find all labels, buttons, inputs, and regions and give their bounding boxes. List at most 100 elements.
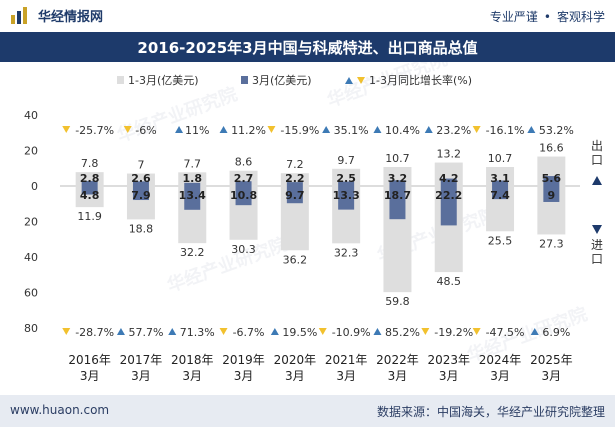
x-tick-label-month: 3月 <box>182 369 202 383</box>
growth-import-text: -6.7% <box>233 326 265 339</box>
growth-export: -25.7% <box>62 124 114 137</box>
bar-monthly-export <box>235 181 252 186</box>
x-tick-label-year: 2023年 <box>427 353 470 367</box>
growth-import-text: 85.2% <box>385 326 420 339</box>
y-tick-label: 80 <box>24 322 38 335</box>
chart-area: 1-3月(亿美元) 3月(亿美元) 1-3月同比增长率(%) 华经产业研究院华经… <box>24 62 603 383</box>
growth-import: 19.5% <box>270 326 317 339</box>
up-arrow-icon <box>373 328 382 335</box>
legend-monthly-swatch <box>241 76 248 84</box>
logo[interactable]: 华经情报网 <box>10 5 103 25</box>
label-monthly-import: 7.4 <box>490 189 510 202</box>
label-monthly-import: 4.8 <box>80 189 100 202</box>
growth-export-text: 35.1% <box>334 124 369 137</box>
bar-monthly-import <box>184 186 201 210</box>
legend-cumulative-label: 1-3月(亿美元) <box>128 74 199 87</box>
label-cumulative-export: 13.2 <box>437 148 462 161</box>
growth-export-text: -6% <box>135 124 156 137</box>
x-tick-label-year: 2022年 <box>376 353 419 367</box>
label-monthly-export: 2.2 <box>285 172 305 185</box>
growth-export: -6% <box>123 124 157 137</box>
import-label: 进口 <box>591 238 603 266</box>
legend-down-arrow-icon <box>357 77 365 84</box>
growth-export-text: 23.2% <box>436 124 471 137</box>
watermark-text: 华经产业研究院 <box>114 83 240 147</box>
x-tick-label-month: 3月 <box>234 369 254 383</box>
label-cumulative-import: 59.8 <box>385 295 410 308</box>
up-arrow-icon <box>530 328 539 335</box>
label-monthly-import: 7.9 <box>131 189 151 202</box>
x-tick-label-year: 2020年 <box>274 353 317 367</box>
legend-cumulative-swatch <box>117 76 124 84</box>
x-tick-label-month: 3月 <box>285 369 305 383</box>
label-cumulative-import: 18.8 <box>129 222 154 235</box>
x-tick-label-year: 2016年 <box>68 353 111 367</box>
tagline: 专业严谨 • 客观科学 <box>490 8 605 25</box>
label-monthly-import: 22.2 <box>435 189 462 202</box>
bar-monthly-import <box>235 186 252 206</box>
growth-export: 11% <box>175 124 209 137</box>
growth-import: -47.5% <box>472 326 525 339</box>
down-arrow-icon <box>219 328 228 335</box>
bar-monthly-export <box>338 181 355 186</box>
growth-import-text: -10.9% <box>332 326 371 339</box>
bar-monthly-export <box>440 178 457 186</box>
up-arrow-icon <box>116 328 125 335</box>
x-tick-label-month: 3月 <box>80 369 100 383</box>
growth-import-text: 19.5% <box>282 326 317 339</box>
label-monthly-import: 13.3 <box>333 189 360 202</box>
legend-monthly-label: 3月(亿美元) <box>252 74 312 87</box>
growth-import-text: -47.5% <box>486 326 525 339</box>
label-monthly-export: 2.5 <box>336 172 356 185</box>
growth-import-text: 6.9% <box>542 326 570 339</box>
growth-import: -19.2% <box>421 326 473 339</box>
bar-monthly-export <box>184 182 201 186</box>
label-cumulative-import: 30.3 <box>231 243 256 256</box>
label-cumulative-export: 7.8 <box>81 157 99 170</box>
y-tick-label: 20 <box>24 145 38 158</box>
growth-export-text: 53.2% <box>539 124 574 137</box>
growth-export: 10.4% <box>373 124 420 137</box>
growth-export: 53.2% <box>527 124 574 137</box>
growth-export: 23.2% <box>424 124 471 137</box>
down-arrow-icon <box>62 126 71 133</box>
bar-monthly-import <box>543 186 560 202</box>
bar-monthly-import <box>286 186 303 204</box>
x-tick-label-year: 2024年 <box>479 353 522 367</box>
label-cumulative-import: 32.3 <box>334 246 359 259</box>
footer-site-link[interactable]: www.huaon.com <box>10 403 110 417</box>
bar-cumulative-export <box>178 172 207 186</box>
label-monthly-import: 10.8 <box>230 189 257 202</box>
label-cumulative-import: 27.3 <box>539 237 564 250</box>
down-arrow-icon <box>62 328 71 335</box>
label-cumulative-import: 32.2 <box>180 246 205 259</box>
footer: www.huaon.com 数据来源：中国海关，华经产业研究院整理 <box>0 395 615 427</box>
label-monthly-import: 18.7 <box>384 189 411 202</box>
bar-monthly-export <box>132 181 149 186</box>
growth-export-text: -16.1% <box>486 124 525 137</box>
logo-icon <box>11 7 27 24</box>
label-cumulative-import: 36.2 <box>283 253 308 266</box>
label-monthly-import: 9.7 <box>285 189 305 202</box>
logo-text: 华经情报网 <box>38 9 104 25</box>
growth-import: 85.2% <box>373 326 420 339</box>
legend-up-arrow-icon <box>345 77 353 84</box>
x-tick-label-year: 2018年 <box>171 353 214 367</box>
chart-title: 2016-2025年3月中国与科威特进、出口商品总值 <box>0 32 615 62</box>
label-monthly-import: 9 <box>548 189 556 202</box>
legend-growth-label: 1-3月同比增长率(%) <box>369 73 472 87</box>
label-monthly-export: 1.8 <box>183 172 203 185</box>
bar-monthly-export <box>389 180 406 186</box>
up-arrow-icon <box>168 328 177 335</box>
bullet-icon: • <box>543 9 551 24</box>
growth-import-text: -19.2% <box>434 326 473 339</box>
x-tick-label-month: 3月 <box>336 369 356 383</box>
label-cumulative-export: 8.6 <box>235 156 253 169</box>
label-monthly-export: 2.7 <box>234 172 254 185</box>
label-cumulative-import: 11.9 <box>77 210 102 223</box>
bars <box>75 156 566 293</box>
down-arrow-icon <box>267 126 276 133</box>
growth-export-text: 11.2% <box>231 124 266 137</box>
x-tick-label-month: 3月 <box>439 369 459 383</box>
bar-monthly-export <box>286 182 303 186</box>
